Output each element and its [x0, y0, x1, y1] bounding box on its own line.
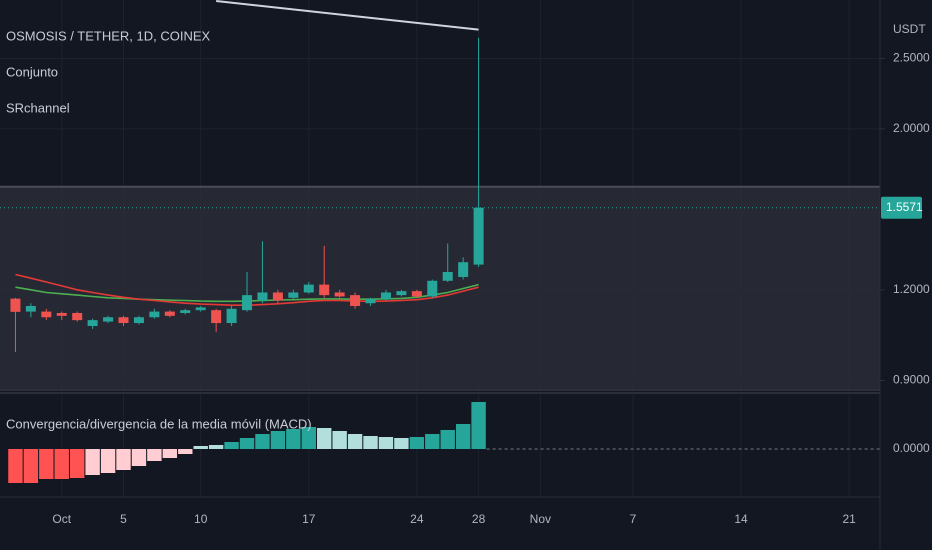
- macd-bar: [239, 438, 255, 449]
- candle-body: [473, 207, 484, 265]
- macd-bar: [116, 449, 131, 470]
- candle-body: [427, 280, 438, 297]
- indicator-label: Conjunto: [6, 64, 58, 79]
- x-tick-label: 24: [410, 512, 424, 526]
- candle-body: [195, 307, 206, 311]
- x-tick-label: Nov: [530, 512, 551, 526]
- candle-body: [180, 310, 191, 313]
- candle-body: [103, 317, 114, 322]
- macd-bar: [147, 449, 162, 461]
- candle-body: [25, 305, 36, 312]
- x-tick-label: 28: [472, 512, 486, 526]
- macd-title: Convergencia/divergencia de la media móv…: [6, 416, 312, 431]
- candle-body: [334, 292, 345, 297]
- candle-body: [365, 299, 376, 304]
- candle-body: [118, 317, 129, 324]
- macd-bar: [8, 449, 23, 483]
- candle-body: [288, 292, 299, 298]
- macd-bar: [193, 446, 208, 449]
- macd-bar: [162, 449, 178, 458]
- macd-bar: [100, 449, 116, 473]
- macd-bar: [471, 402, 486, 449]
- macd-bar: [317, 428, 332, 449]
- x-tick-label: 7: [630, 512, 637, 526]
- axes: Oct 5 10 17 24 28 Nov 7 14 21 0.9000 1.2000 2.0000 2.…: [52, 51, 930, 526]
- candle-body: [164, 311, 175, 316]
- currency-unit: USDT: [893, 22, 926, 36]
- candle-body: [396, 291, 407, 296]
- candle-body: [350, 295, 361, 306]
- macd-bar: [440, 430, 455, 449]
- x-tick-label: 21: [842, 512, 856, 526]
- candle-body: [226, 308, 237, 324]
- y-tick-label: 0.0000: [893, 441, 930, 455]
- candle-body: [41, 311, 52, 318]
- macd-bar: [23, 449, 39, 483]
- y-tick-label: 2.5000: [893, 51, 930, 65]
- candle-body: [411, 291, 422, 297]
- plot-area: [0, 0, 880, 483]
- macd-bar: [270, 431, 286, 449]
- trend-line: [216, 0, 479, 31]
- candle-body: [133, 317, 144, 324]
- y-tick-label: 1.2000: [893, 282, 930, 296]
- macd-bar: [332, 431, 347, 449]
- candle-body: [458, 262, 469, 277]
- macd-bar: [409, 437, 425, 449]
- macd-bar: [39, 449, 54, 479]
- x-tick-label: 17: [302, 512, 316, 526]
- candle-body: [242, 295, 253, 311]
- x-tick-label: 5: [120, 512, 127, 526]
- candle-body: [149, 311, 160, 318]
- candle-body: [303, 284, 314, 293]
- macd-bar: [85, 449, 100, 475]
- macd-bar: [208, 445, 224, 449]
- macd-bar: [178, 449, 193, 454]
- y-tick-label: 0.9000: [893, 373, 930, 387]
- macd-bar: [455, 424, 471, 449]
- x-tick-label: Oct: [52, 512, 71, 526]
- symbol-title: OSMOSIS / TETHER, 1D, COINEX: [6, 28, 211, 43]
- last-price-label: 1.5571: [886, 200, 923, 214]
- candle-body: [87, 320, 98, 326]
- candle-body: [319, 284, 330, 296]
- macd-bar: [347, 434, 363, 449]
- candle-body: [211, 310, 222, 324]
- candle-body: [257, 292, 268, 301]
- macd-bar: [131, 449, 147, 466]
- macd-bar: [224, 442, 239, 449]
- candle-body: [272, 292, 283, 301]
- sr-channel: [0, 186, 880, 391]
- candle-body: [56, 312, 67, 316]
- macd-bar: [69, 449, 85, 478]
- macd-bar: [301, 427, 316, 449]
- macd-bar: [363, 436, 378, 449]
- candle-body: [72, 312, 83, 321]
- candle-body: [442, 271, 453, 281]
- macd-bar: [425, 434, 440, 449]
- macd-bar: [378, 437, 394, 449]
- y-tick-label: 2.0000: [893, 121, 930, 135]
- last-price-badge: [881, 196, 922, 219]
- x-tick-label: 10: [194, 512, 208, 526]
- macd-bar: [394, 438, 409, 449]
- candle-body: [380, 292, 391, 300]
- indicator-label: SRchannel: [6, 100, 70, 115]
- macd-bar: [54, 449, 69, 479]
- x-tick-label: 14: [734, 512, 748, 526]
- macd-bar: [286, 429, 301, 449]
- candle-body: [10, 298, 21, 312]
- macd-bar: [255, 434, 270, 449]
